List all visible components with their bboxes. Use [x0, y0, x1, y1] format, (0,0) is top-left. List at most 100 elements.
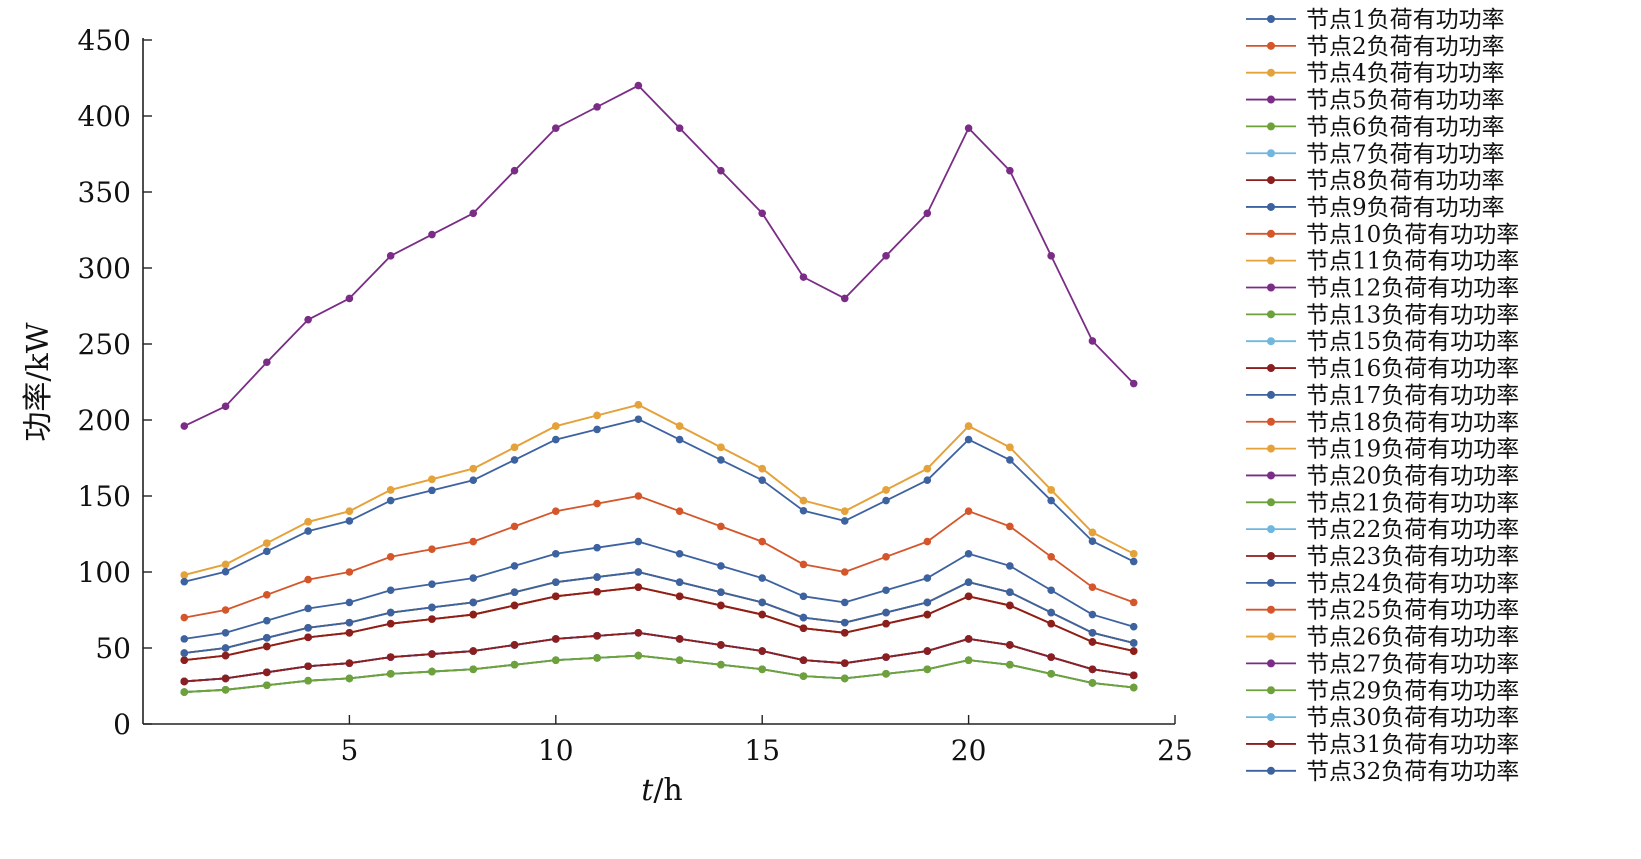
data-point: [1129, 557, 1138, 566]
legend-marker: [1267, 15, 1275, 23]
legend-label: 节点10负荷有功功率: [1306, 222, 1519, 248]
data-point: [799, 672, 808, 680]
legend-item: 节点29负荷有功功率: [1246, 678, 1519, 704]
series-21: [180, 583, 1138, 664]
data-point: [221, 567, 230, 576]
data-point: [386, 586, 395, 595]
data-point: [1129, 639, 1138, 647]
data-point: [1047, 553, 1055, 561]
y-tick-label: 350: [78, 176, 131, 209]
data-point: [675, 578, 684, 586]
y-tick-label: 50: [95, 632, 131, 665]
data-point: [840, 618, 849, 627]
data-point: [758, 610, 766, 619]
legend-marker: [1267, 283, 1275, 292]
data-point: [1129, 622, 1138, 631]
legend-item: 节点2负荷有功功率: [1246, 34, 1505, 60]
data-point: [634, 629, 643, 637]
data-point: [428, 603, 436, 612]
data-point: [510, 456, 519, 464]
legend-label: 节点32负荷有功功率: [1306, 759, 1519, 785]
data-point: [1129, 683, 1138, 692]
data-point: [717, 588, 725, 597]
legend-item: 节点17负荷有功功率: [1246, 383, 1519, 409]
data-point: [758, 476, 766, 484]
data-point: [221, 629, 230, 637]
legend-item: 节点31负荷有功功率: [1246, 732, 1519, 758]
legend-label: 节点24负荷有功功率: [1306, 571, 1519, 597]
series-line: [184, 654, 1134, 693]
series-line: [184, 495, 1135, 619]
data-point: [1129, 671, 1138, 680]
data-point: [469, 647, 478, 655]
data-point: [263, 539, 271, 547]
data-point: [840, 659, 849, 667]
data-point: [180, 422, 189, 430]
data-point: [552, 635, 560, 643]
data-point: [964, 435, 973, 444]
data-point: [345, 568, 354, 576]
series-line: [184, 654, 1134, 693]
legend-marker: [1267, 605, 1275, 614]
data-point: [221, 606, 230, 614]
data-point: [1006, 562, 1014, 570]
data-point: [1006, 660, 1014, 669]
legend-marker: [1267, 337, 1275, 346]
data-point: [923, 574, 932, 582]
data-point: [304, 662, 312, 671]
legend-marker: [1267, 390, 1275, 399]
data-point: [882, 619, 890, 628]
data-point: [1006, 588, 1014, 597]
data-point: [221, 674, 230, 683]
legend-label: 节点20负荷有功功率: [1306, 463, 1519, 489]
data-point: [717, 443, 725, 452]
data-point: [1129, 647, 1138, 655]
series-17: [180, 401, 1138, 579]
legend-item: 节点10负荷有功功率: [1246, 222, 1519, 248]
x-axis-title: t/h: [641, 773, 683, 808]
data-point: [675, 549, 684, 558]
data-point: [675, 507, 684, 515]
data-point: [634, 415, 643, 424]
data-point: [180, 613, 189, 622]
series-28: [180, 629, 1138, 686]
legend-item: 节点22负荷有功功率: [1246, 517, 1519, 543]
data-point: [428, 545, 436, 553]
legend-item: 节点27负荷有功功率: [1246, 651, 1519, 677]
data-point: [552, 549, 560, 558]
series-line: [184, 654, 1134, 693]
data-point: [304, 676, 312, 685]
data-point: [1047, 486, 1055, 494]
data-point: [634, 583, 643, 591]
data-point: [345, 598, 354, 607]
series-26: [180, 651, 1138, 696]
legend-item: 节点20负荷有功功率: [1246, 463, 1519, 489]
data-point: [717, 456, 725, 464]
data-point: [469, 537, 478, 546]
data-point: [675, 124, 684, 132]
data-point: [1088, 337, 1097, 345]
series-line: [184, 571, 1134, 654]
legend-item: 节点19负荷有功功率: [1246, 437, 1519, 463]
data-point: [717, 562, 725, 570]
data-point: [840, 674, 849, 683]
data-point: [510, 443, 519, 452]
data-point: [799, 506, 808, 515]
data-point: [345, 618, 354, 627]
legend-label: 节点21负荷有功功率: [1306, 490, 1519, 516]
series-9: [180, 583, 1138, 664]
data-point: [1047, 496, 1055, 505]
data-point: [552, 124, 560, 132]
data-point: [263, 547, 271, 556]
legend-item: 节点23负荷有功功率: [1246, 544, 1519, 570]
data-point: [1088, 583, 1097, 591]
data-point: [428, 667, 436, 676]
data-point: [221, 651, 230, 660]
legend-label: 节点11负荷有功功率: [1306, 249, 1519, 275]
y-tick-label: 150: [78, 480, 131, 513]
data-point: [428, 650, 436, 658]
data-point: [304, 623, 312, 632]
data-point: [304, 604, 312, 613]
y-tick-label: 250: [78, 328, 131, 361]
